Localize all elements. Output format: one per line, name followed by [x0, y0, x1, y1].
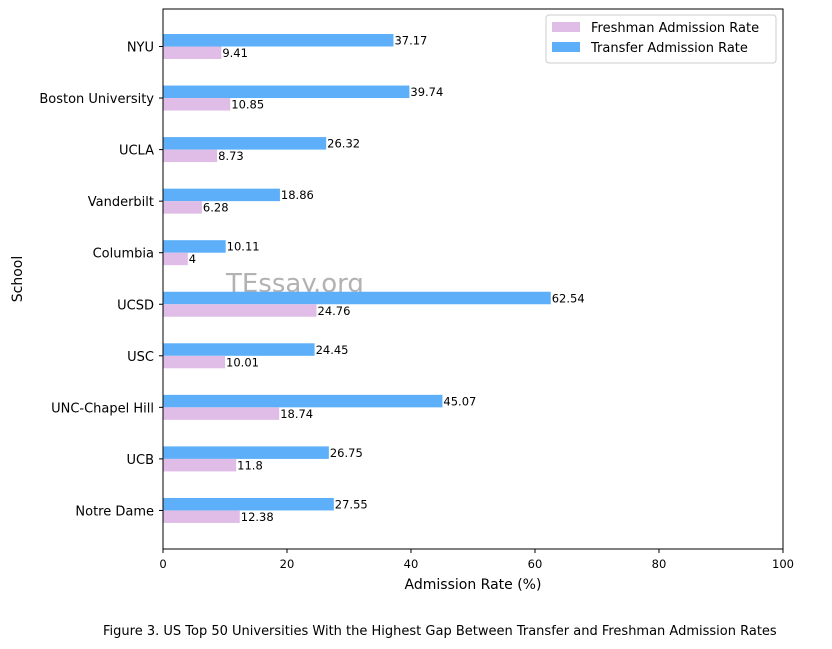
legend-label-0: Freshman Admission Rate — [591, 21, 759, 36]
bar-freshman-1 — [163, 98, 231, 111]
y-tick-label-5: UCSD — [117, 298, 154, 313]
bar-label-transfer-7: 45.07 — [443, 394, 476, 408]
x-tick-label-2: 40 — [404, 557, 419, 571]
y-tick-label-8: UCB — [126, 453, 154, 468]
bar-label-freshman-9: 12.38 — [241, 510, 274, 524]
legend-label-1: Transfer Admission Rate — [590, 41, 748, 56]
bar-label-transfer-4: 10.11 — [227, 240, 260, 254]
bar-label-transfer-3: 18.86 — [281, 188, 314, 202]
y-tick-label-4: Columbia — [93, 247, 154, 262]
bar-label-freshman-8: 11.8 — [237, 458, 263, 472]
y-axis-label: School — [10, 256, 26, 302]
bar-label-freshman-7: 18.74 — [280, 407, 313, 421]
y-tick-label-0: NYU — [127, 41, 154, 56]
bar-transfer-0 — [163, 34, 394, 47]
bar-label-transfer-1: 39.74 — [410, 85, 443, 99]
bar-label-freshman-0: 9.41 — [222, 46, 248, 60]
bar-transfer-5 — [163, 291, 551, 305]
x-tick-label-5: 100 — [772, 557, 794, 571]
plot-frame — [162, 8, 784, 550]
bar-label-transfer-9: 27.55 — [335, 497, 368, 511]
bar-freshman-3 — [163, 201, 202, 214]
bar-freshman-4 — [163, 252, 188, 266]
y-tick-label-9: Notre Dame — [75, 504, 154, 519]
x-tick-label-3: 60 — [528, 557, 543, 571]
bar-transfer-2 — [163, 137, 327, 150]
bar-label-transfer-0: 37.17 — [394, 34, 427, 48]
bar-freshman-8 — [163, 458, 237, 472]
figure-caption: Figure 3. US Top 50 Universities With th… — [103, 624, 777, 639]
bar-transfer-4 — [163, 240, 226, 253]
y-tick-label-6: USC — [127, 350, 154, 365]
bar-freshman-2 — [163, 149, 218, 163]
legend-swatch-1 — [552, 42, 580, 52]
bar-transfer-9 — [163, 497, 334, 511]
bar-label-transfer-8: 26.75 — [330, 446, 363, 460]
bar-label-freshman-3: 6.28 — [203, 201, 229, 215]
x-tick-label-0: 0 — [159, 557, 166, 571]
y-tick-label-3: Vanderbilt — [88, 195, 154, 210]
bar-freshman-7 — [163, 407, 280, 420]
legend-box — [545, 14, 777, 64]
bar-freshman-9 — [163, 510, 240, 523]
bar-label-freshman-5: 24.76 — [318, 304, 351, 318]
bar-freshman-6 — [163, 355, 226, 369]
bar-label-transfer-6: 24.45 — [316, 343, 349, 357]
bar-freshman-0 — [163, 46, 222, 59]
bar-label-transfer-5: 62.54 — [552, 291, 585, 305]
bar-transfer-1 — [163, 85, 410, 99]
bar-label-freshman-1: 10.85 — [231, 98, 264, 112]
bar-freshman-5 — [163, 304, 317, 317]
y-tick-label-1: Boston University — [39, 92, 154, 107]
bar-label-freshman-2: 8.73 — [218, 149, 244, 163]
y-tick-label-7: UNC-Chapel Hill — [51, 401, 154, 416]
bar-transfer-7 — [163, 394, 443, 408]
x-tick-label-1: 20 — [280, 557, 295, 571]
y-tick-label-2: UCLA — [119, 144, 154, 159]
bar-transfer-3 — [163, 188, 280, 202]
bar-label-transfer-2: 26.32 — [327, 137, 360, 151]
bar-label-freshman-4: 4 — [189, 252, 196, 266]
x-axis-label: Admission Rate (%) — [405, 577, 542, 593]
bar-transfer-8 — [163, 446, 329, 459]
x-tick-label-4: 80 — [652, 557, 667, 571]
bar-transfer-6 — [163, 343, 315, 356]
legend-swatch-0 — [552, 22, 580, 32]
legend: Freshman Admission Rate Transfer Admissio… — [545, 14, 777, 64]
bar-label-freshman-6: 10.01 — [226, 355, 259, 369]
